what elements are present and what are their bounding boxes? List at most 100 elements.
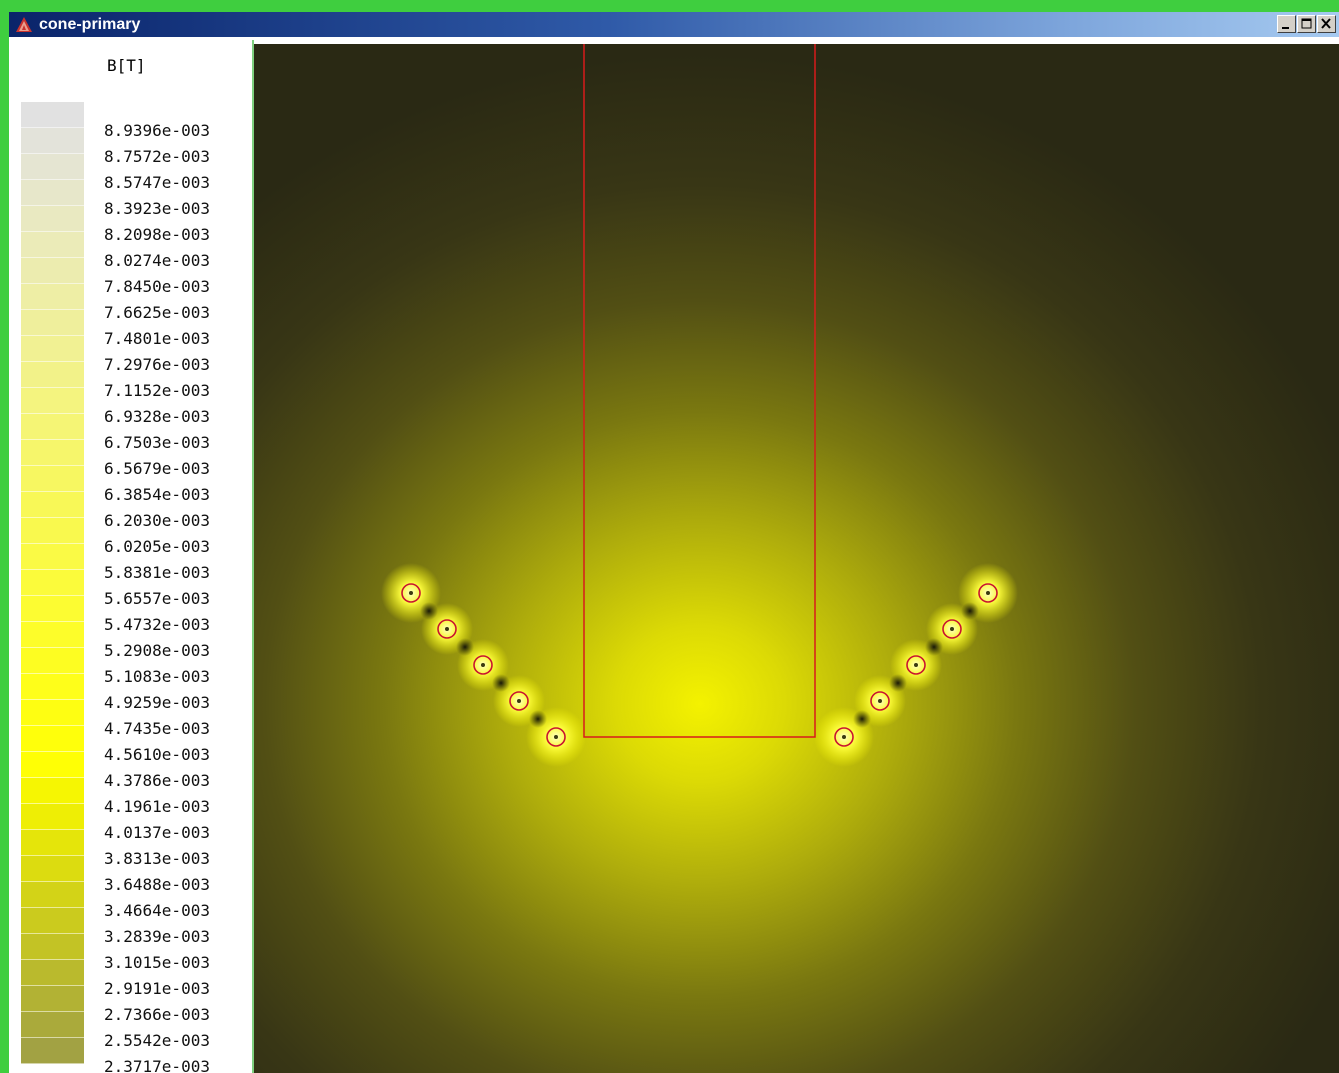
legend-value: 2.7366e-003: [104, 1005, 210, 1024]
legend-swatch: [21, 414, 84, 440]
legend-swatch: [21, 492, 84, 518]
field-null: [420, 602, 438, 620]
legend-swatch: [21, 518, 84, 544]
field-gradient: [254, 44, 1339, 1073]
legend-value: 7.2976e-003: [104, 355, 210, 374]
legend-swatch: [21, 336, 84, 362]
coil-conductor: [942, 619, 962, 639]
field-nulls: [420, 602, 979, 728]
field-plot-canvas[interactable]: [254, 44, 1339, 1073]
legend-value: 4.0137e-003: [104, 823, 210, 842]
legend-swatch: [21, 232, 84, 258]
maximize-icon: [1301, 18, 1312, 29]
field-null: [889, 674, 907, 692]
minimize-button[interactable]: [1277, 15, 1296, 33]
legend-value: 3.2839e-003: [104, 927, 210, 946]
legend-value: 4.9259e-003: [104, 693, 210, 712]
legend-value: 8.9396e-003: [104, 121, 210, 140]
coil-conductor: [546, 727, 566, 747]
field-null: [853, 710, 871, 728]
legend-value: 2.3717e-003: [104, 1057, 210, 1073]
legend-swatches: [21, 102, 84, 1064]
legend-value: 7.4801e-003: [104, 329, 210, 348]
legend-swatch: [21, 1038, 84, 1064]
legend-value: 6.0205e-003: [104, 537, 210, 556]
legend-swatch: [21, 934, 84, 960]
legend-swatch: [21, 960, 84, 986]
legend-value: 7.1152e-003: [104, 381, 210, 400]
legend-swatch: [21, 466, 84, 492]
coil-center: [445, 627, 449, 631]
window-title: cone-primary: [39, 16, 141, 33]
coil-center: [842, 735, 846, 739]
field-null: [529, 710, 547, 728]
legend-value: 6.9328e-003: [104, 407, 210, 426]
legend-swatch: [21, 310, 84, 336]
legend-swatch: [21, 102, 84, 128]
legend-value: 4.7435e-003: [104, 719, 210, 738]
legend-swatch: [21, 752, 84, 778]
legend-value: 6.5679e-003: [104, 459, 210, 478]
legend-swatch: [21, 284, 84, 310]
legend-title: B[T]: [107, 56, 146, 75]
legend-value: 8.5747e-003: [104, 173, 210, 192]
legend-value: 5.1083e-003: [104, 667, 210, 686]
legend-swatch: [21, 128, 84, 154]
coil-center: [878, 699, 882, 703]
legend-value: 2.9191e-003: [104, 979, 210, 998]
field-null: [925, 638, 943, 656]
minimize-icon: [1282, 27, 1289, 29]
legend-value: 5.2908e-003: [104, 641, 210, 660]
legend-value: 3.4664e-003: [104, 901, 210, 920]
coil-center: [950, 627, 954, 631]
legend-value: 7.8450e-003: [104, 277, 210, 296]
legend-value: 2.5542e-003: [104, 1031, 210, 1050]
legend-swatch: [21, 700, 84, 726]
coil-conductor: [870, 691, 890, 711]
legend-swatch: [21, 622, 84, 648]
legend-swatch: [21, 180, 84, 206]
legend-swatch: [21, 726, 84, 752]
legend-swatch: [21, 1012, 84, 1038]
legend-swatch: [21, 388, 84, 414]
coil-center: [914, 663, 918, 667]
legend-swatch: [21, 648, 84, 674]
legend-swatch: [21, 804, 84, 830]
legend-value: 4.5610e-003: [104, 745, 210, 764]
legend-value: 6.3854e-003: [104, 485, 210, 504]
close-button[interactable]: [1317, 15, 1336, 33]
legend-value: 4.1961e-003: [104, 797, 210, 816]
coil-center: [481, 663, 485, 667]
legend-value: 4.3786e-003: [104, 771, 210, 790]
legend-value: 5.8381e-003: [104, 563, 210, 582]
legend-swatch: [21, 570, 84, 596]
legend-labels: 8.9396e-003 8.7572e-003 8.5747e-003 8.3923e…: [104, 118, 210, 1073]
menu-separator: [9, 37, 1339, 44]
field-null: [961, 602, 979, 620]
legend-swatch: [21, 362, 84, 388]
legend-swatch: [21, 206, 84, 232]
legend-swatch: [21, 544, 84, 570]
legend-swatch: [21, 830, 84, 856]
color-legend: B[T] 8.9396e-003 8.7572e-003 8.5747e-003 8.…: [9, 40, 254, 1073]
legend-value: 7.6625e-003: [104, 303, 210, 322]
legend-value: 5.4732e-003: [104, 615, 210, 634]
coil-centers: [409, 591, 990, 739]
coil-center: [986, 591, 990, 595]
legend-swatch: [21, 154, 84, 180]
coil-center: [517, 699, 521, 703]
coil-center: [409, 591, 413, 595]
legend-value: 6.7503e-003: [104, 433, 210, 452]
maximize-button[interactable]: [1297, 15, 1316, 33]
legend-value: 8.0274e-003: [104, 251, 210, 270]
field-null: [456, 638, 474, 656]
field-plot[interactable]: [254, 44, 1339, 1073]
legend-value: 5.6557e-003: [104, 589, 210, 608]
legend-swatch: [21, 856, 84, 882]
coil-conductor: [906, 655, 926, 675]
core-outline: [583, 44, 816, 738]
legend-swatch: [21, 440, 84, 466]
title-bar[interactable]: cone-primary: [9, 12, 1339, 37]
legend-swatch: [21, 908, 84, 934]
